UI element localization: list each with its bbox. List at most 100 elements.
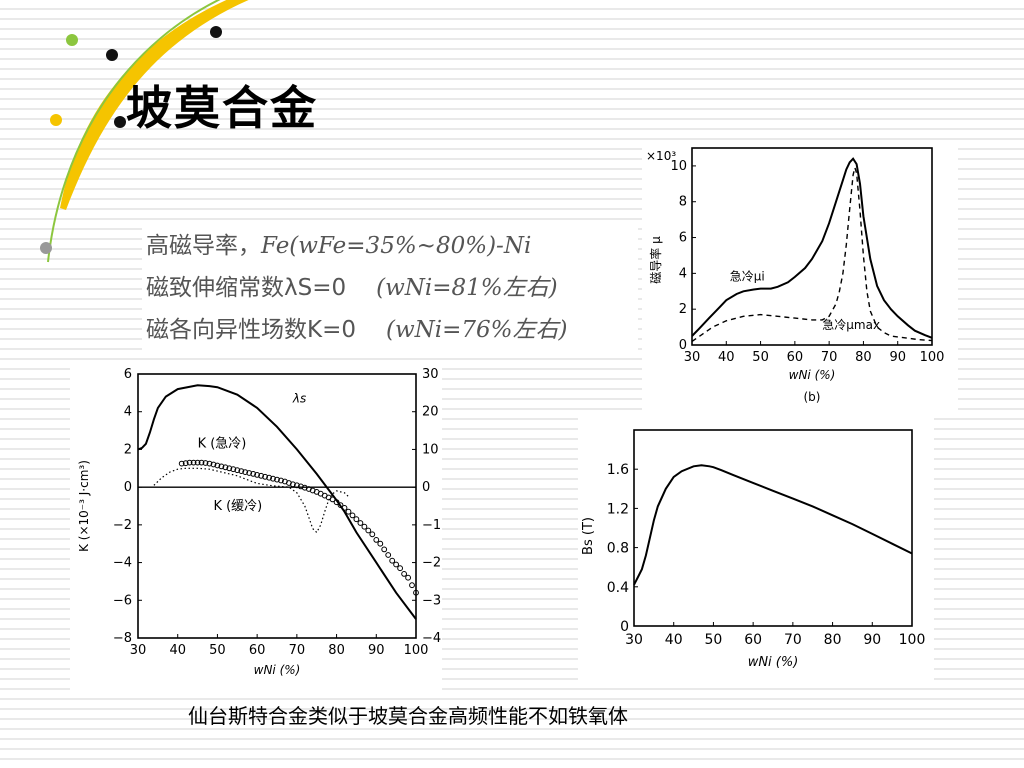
series-point-k-quench (290, 481, 296, 488)
series-point-k-quench (361, 523, 368, 530)
y-left-tick-label: 2 (124, 442, 132, 457)
series-point-k-quench (270, 475, 276, 482)
y-left-tick-label: 0 (124, 480, 132, 495)
yellow-dot-icon (50, 114, 62, 126)
x-tick-label: 90 (863, 632, 881, 648)
y-tick-label: 6 (679, 231, 687, 246)
plot-frame (137, 373, 417, 639)
x-tick-label: 70 (289, 643, 306, 658)
series-point-k-quench (214, 462, 221, 469)
y-tick-label: 0.8 (607, 541, 629, 557)
property-text-block: 高磁导率，Fe(wFe=35%~80%)-Ni 磁致伸缩常数λS=0 (wNi=8… (142, 222, 638, 350)
series-point-k-quench (397, 565, 404, 572)
black-dot-icon (114, 116, 126, 128)
text-line-anisotropy: 磁各向异性场数K=0 (wNi=76%左右) (146, 310, 568, 344)
gray-dot-icon (40, 242, 52, 254)
x-tick-label: 80 (328, 643, 345, 658)
annotation-lambda: λs (292, 391, 306, 405)
x-tick-label: 70 (821, 350, 838, 365)
series-point-k-quench (250, 471, 257, 477)
x-tick-label: 70 (784, 632, 802, 648)
y-tick-label: 1.6 (607, 462, 629, 478)
series-point-k-quench (294, 482, 300, 489)
series-point-k-quench (381, 546, 388, 553)
y-right-tick-label: 20 (422, 405, 439, 420)
x-tick-label: 90 (368, 643, 385, 658)
y-axis-label: 磁导率 μ (648, 236, 663, 284)
y-left-tick-label: 4 (124, 405, 132, 420)
series-point-k-quench (278, 477, 284, 484)
y-left-tick-label: −6 (113, 593, 132, 608)
x-axis-label: wNi (%) (789, 368, 836, 382)
series-point-k-quench (373, 537, 380, 543)
y-tick-label: 10 (670, 159, 687, 174)
series-line-mui (691, 157, 933, 339)
series-point-k-quench (333, 499, 340, 506)
y-axis-label: Bs (T) (581, 517, 596, 555)
series-point-k-quench (337, 502, 344, 509)
series-point-k-quench (194, 459, 201, 466)
black-dot-icon (210, 26, 222, 38)
x-tick-label: 100 (920, 350, 945, 365)
series-point-k-quench (349, 512, 356, 519)
y-tick-label: 8 (679, 195, 687, 210)
y-tick-label: 1.2 (607, 501, 629, 517)
series-point-k-quench (242, 469, 249, 475)
series-line-lambda (137, 384, 417, 620)
x-tick-label: 50 (209, 643, 226, 658)
series-point-k-quench (389, 557, 396, 564)
x-tick-label: 50 (705, 632, 723, 648)
anisotropy-chart-svg: 304050607080901006420−2−4−6−83020100−10−… (77, 367, 442, 677)
series-point-k-quench (202, 460, 209, 466)
y-right-tick-label: 30 (422, 367, 439, 382)
y-left-axis-label: K (×10⁻³ J·cm³) (77, 460, 91, 552)
y-left-tick-label: −4 (113, 556, 132, 571)
series-point-k-quench (218, 463, 225, 470)
series-point-k-quench (393, 561, 400, 568)
series-point-k-quench (190, 459, 197, 466)
series-line-bs (633, 464, 913, 586)
series-point-k-quench (206, 460, 213, 467)
panel-label: (b) (804, 390, 821, 404)
saturation-chart-svg: 30 40 50 60 70 80 90 100 0 0.4 0.8 1.2 1.6 Bs (T) wNi … (581, 429, 925, 670)
series-point-k-quench (345, 508, 352, 515)
y-tick-label: 0 (679, 338, 687, 353)
y-left-tick-label: −2 (113, 518, 132, 533)
series-point-k-quench (262, 473, 269, 480)
line3-prefix: 磁各向异性场数K=0 (146, 317, 356, 343)
x-axis-label: wNi (%) (254, 663, 301, 677)
series-line-k-slow (153, 467, 349, 534)
series-point-k-quench (230, 466, 237, 473)
series-point-k-quench (353, 516, 360, 523)
series-point-k-quench (210, 461, 217, 468)
x-axis-label: wNi (%) (748, 655, 799, 670)
x-tick-label: 60 (249, 643, 266, 658)
green-dot-icon (66, 34, 78, 46)
series-point-k-quench (246, 470, 253, 476)
plot-frame (691, 147, 933, 346)
series-point-k-quench (329, 496, 336, 503)
y-right-tick-label: −20 (422, 556, 442, 571)
black-dot-icon (106, 49, 118, 61)
green-swoosh (47, 0, 221, 263)
x-tick-label: 40 (718, 350, 735, 365)
y-left-tick-label: 6 (124, 367, 132, 382)
x-tick-label: 30 (684, 350, 701, 365)
series-point-k-quench (222, 464, 229, 471)
series-point-k-quench (238, 468, 245, 474)
series-line-mumax (691, 165, 933, 342)
x-tick-label: 40 (665, 632, 683, 648)
series-point-k-quench (182, 460, 189, 467)
y-tick-label: 4 (679, 266, 687, 281)
text-line-permeability: 高磁导率，Fe(wFe=35%~80%)-Ni (146, 226, 531, 260)
series-point-k-quench (266, 474, 273, 481)
series-point-k-quench (274, 476, 280, 483)
series-point-k-quench (178, 460, 185, 467)
line2-prefix: 磁致伸缩常数λS=0 (146, 275, 347, 301)
line1-prefix: 高磁导率， (146, 233, 261, 259)
series-point-k-quench (357, 520, 364, 526)
y-right-tick-label: −30 (422, 593, 442, 608)
y-tick-label: 2 (679, 302, 687, 317)
y-right-tick-label: −40 (422, 631, 442, 646)
series-point-k-quench (254, 472, 261, 478)
